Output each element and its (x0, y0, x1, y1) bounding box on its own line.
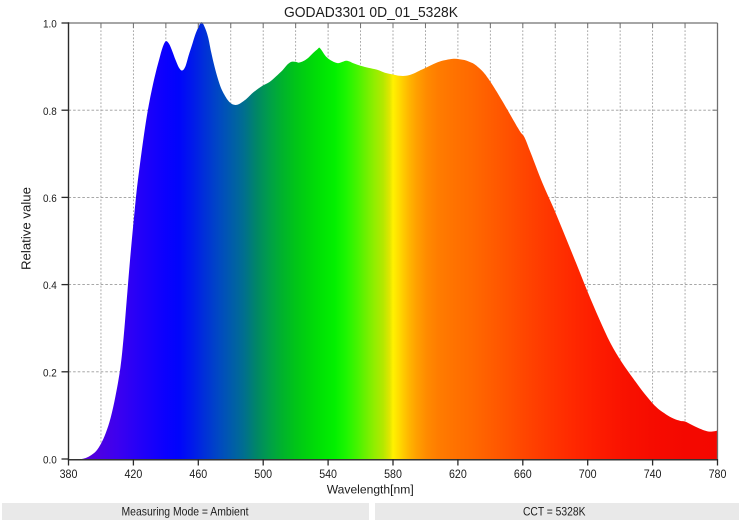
svg-text:1.0: 1.0 (43, 19, 57, 31)
svg-text:420: 420 (125, 469, 143, 481)
svg-text:0.8: 0.8 (43, 106, 57, 118)
svg-text:Wavelength[nm]: Wavelength[nm] (327, 483, 414, 497)
svg-text:0.0: 0.0 (43, 455, 57, 467)
svg-text:0.6: 0.6 (43, 193, 57, 205)
svg-text:0.4: 0.4 (43, 280, 57, 292)
svg-text:460: 460 (189, 469, 207, 481)
svg-text:660: 660 (514, 469, 532, 481)
svg-text:CCT = 5328K: CCT = 5328K (523, 504, 586, 518)
svg-text:620: 620 (449, 469, 467, 481)
svg-text:Relative value: Relative value (19, 187, 34, 270)
svg-text:380: 380 (60, 469, 78, 481)
svg-text:740: 740 (644, 469, 662, 481)
svg-text:GODAD3301 0D_01_5328K: GODAD3301 0D_01_5328K (284, 4, 458, 21)
svg-text:500: 500 (254, 469, 272, 481)
svg-text:540: 540 (319, 469, 337, 481)
svg-text:580: 580 (384, 469, 402, 481)
svg-text:Measuring Mode = Ambient: Measuring Mode = Ambient (122, 504, 250, 518)
svg-text:700: 700 (579, 469, 597, 481)
svg-text:0.2: 0.2 (43, 367, 57, 379)
svg-text:780: 780 (709, 469, 727, 481)
